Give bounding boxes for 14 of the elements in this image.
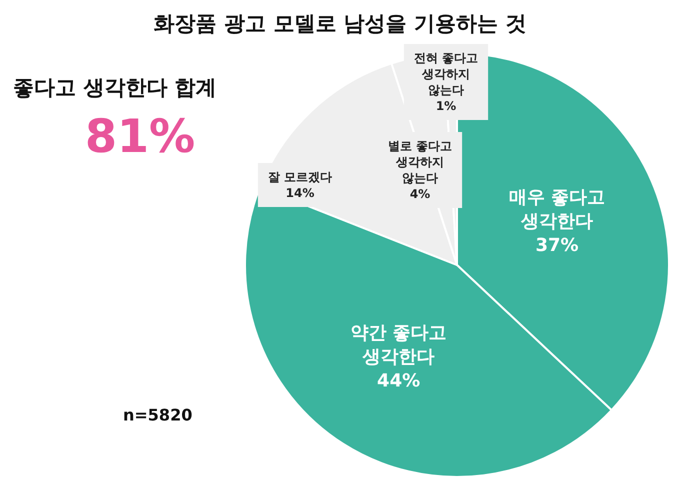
data-label: 14% <box>286 186 314 200</box>
chart-title: 화장품 광고 모델로 남성을 기용하는 것 <box>154 12 526 36</box>
data-label: 4% <box>410 187 430 201</box>
data-label: 44% <box>377 370 420 392</box>
slice-label: 잘 모르겠다 <box>268 170 332 184</box>
slice-label: 매우 좋다고 생각한다 <box>508 187 606 232</box>
data-label: 1% <box>436 99 456 113</box>
text: 81% <box>85 109 196 163</box>
text: n=5820 <box>123 406 192 424</box>
slice-label: 전혀 좋다고 생각하지 않는다 <box>414 51 478 97</box>
slice-label: 별로 좋다고 생각하지 않는다 <box>388 139 452 185</box>
slice-label: 약간 좋다고 생각한다 <box>350 322 447 368</box>
data-label: 37% <box>535 235 579 256</box>
text: 좋다고 생각한다 합계 <box>13 76 217 100</box>
